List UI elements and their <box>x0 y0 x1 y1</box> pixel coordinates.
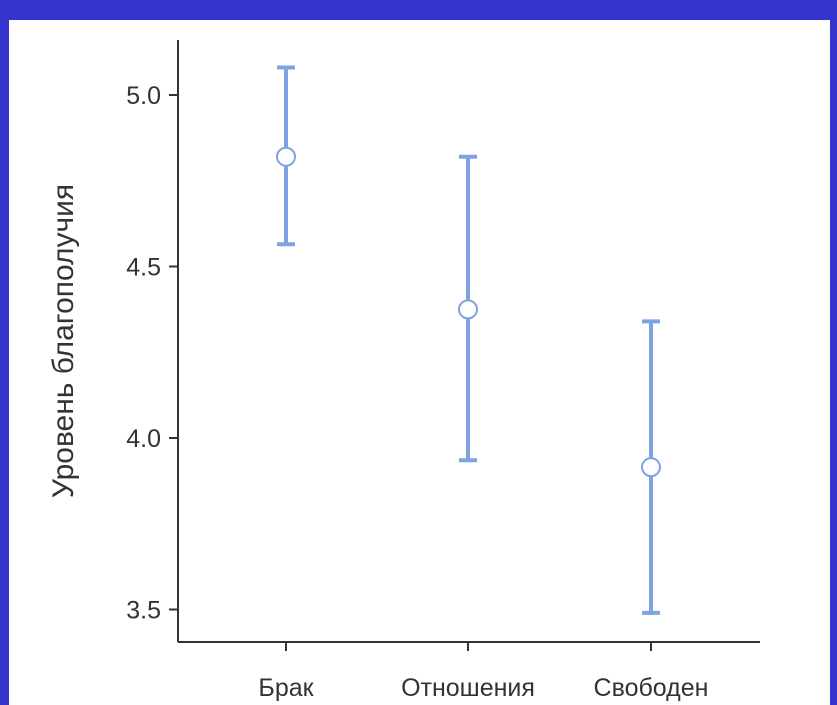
error-bar-group <box>276 65 296 247</box>
y-tick-label: 3.5 <box>126 597 161 625</box>
error-bar-group <box>641 319 661 615</box>
mean-point <box>276 146 296 167</box>
error-bar-group <box>458 154 478 463</box>
y-ticks: 3.5 4.0 4.5 5.0 <box>126 82 178 625</box>
x-category-label: Свободен <box>594 674 709 702</box>
y-axis-title: Уровень благополучия <box>47 184 80 498</box>
y-tick-label: 4.0 <box>126 425 161 453</box>
x-category-label: Брак <box>258 674 314 702</box>
mean-point <box>458 299 478 320</box>
chart-panel <box>9 20 830 705</box>
y-tick-label: 4.5 <box>126 254 161 282</box>
mean-point <box>641 457 661 478</box>
x-category-label: Отношения <box>401 674 535 702</box>
y-tick-label: 5.0 <box>126 82 161 110</box>
data-marks <box>276 65 661 615</box>
x-ticks: Брак Отношения Свободен <box>258 642 708 702</box>
